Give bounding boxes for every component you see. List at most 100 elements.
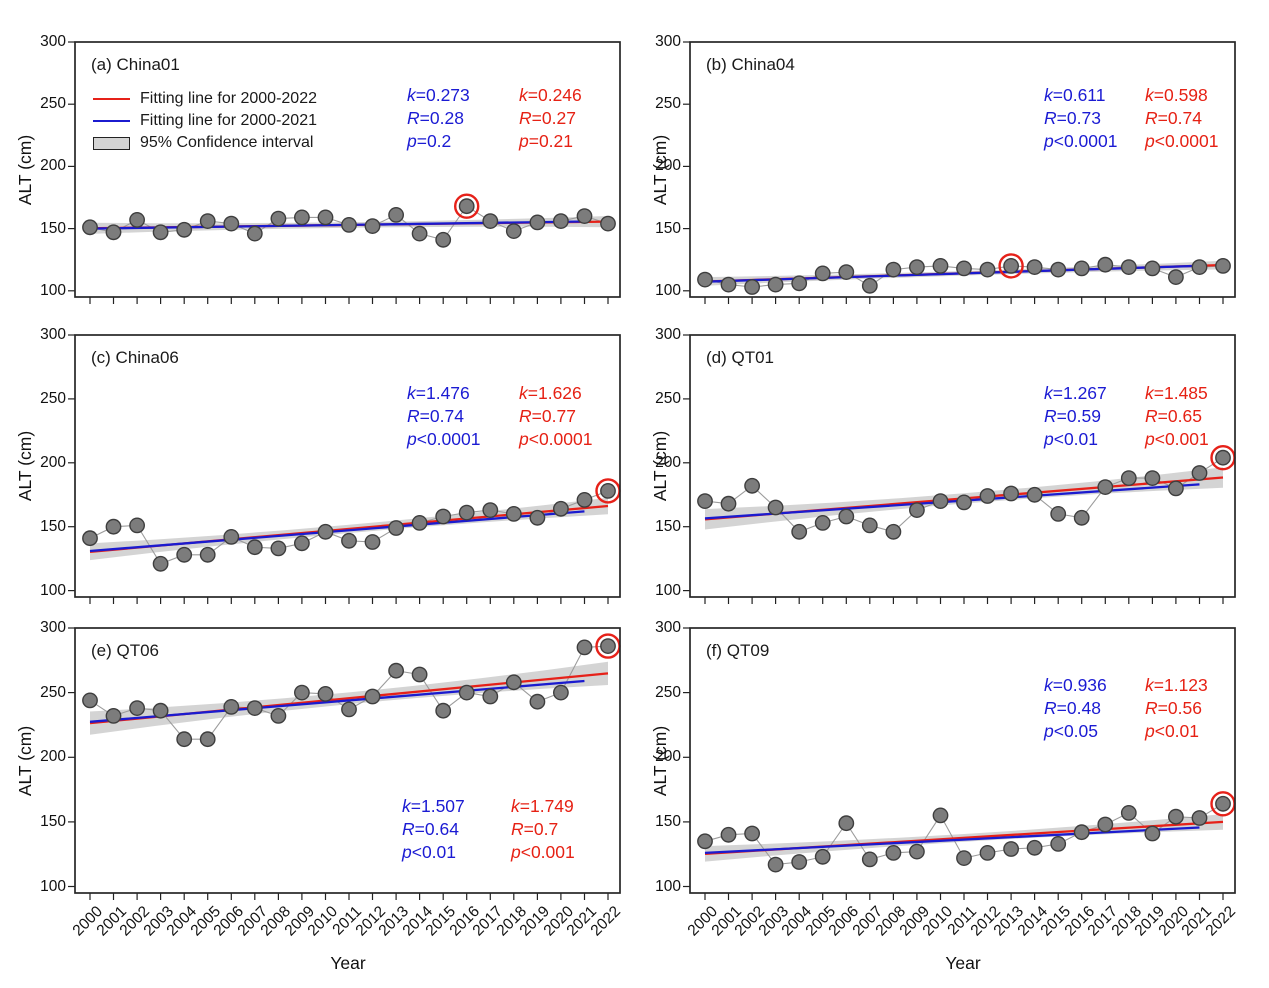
axis-ticks: [683, 627, 1224, 900]
data-point: [411, 666, 428, 683]
data-point: [529, 214, 546, 231]
data-point: [246, 539, 263, 556]
data-point: [979, 488, 996, 504]
y-tick-label: 100: [40, 282, 66, 299]
y-tick-label: 300: [40, 33, 66, 50]
data-point: [1215, 795, 1231, 812]
highlight-ring: [454, 193, 480, 219]
data-point: [1144, 260, 1161, 277]
data-point: [482, 502, 499, 519]
legend-item: Fitting line for 2000-2021: [93, 110, 317, 132]
data-point: [1050, 505, 1067, 522]
data-point: [293, 684, 310, 701]
axis-ticks: [68, 41, 609, 304]
y-tick-label: 300: [40, 326, 66, 343]
panel-b-plot: [683, 41, 1236, 304]
fit-line-2000-2021: [89, 220, 585, 230]
data-point: [176, 221, 193, 238]
data-point: [293, 209, 310, 226]
data-point: [838, 815, 855, 832]
data-point: [908, 259, 925, 276]
data-point: [270, 210, 287, 227]
panel-c: [68, 334, 621, 604]
y-tick-label: 100: [40, 582, 66, 599]
data-point: [105, 708, 122, 724]
data-point: [1003, 257, 1019, 274]
x-axis-title: Year: [330, 953, 366, 973]
panel-border: [689, 334, 1236, 598]
data-point: [885, 261, 902, 278]
legend: Fitting line for 2000-2022 Fitting line f…: [93, 88, 317, 154]
data-point: [1050, 261, 1067, 278]
fit-line-2000-2021: [89, 510, 585, 553]
y-axis-title: ALT (cm): [15, 134, 35, 206]
data-point: [1191, 259, 1208, 276]
x-axis-title: Year: [945, 953, 981, 973]
data-point: [814, 265, 831, 282]
data-point: [885, 523, 902, 540]
data-point: [482, 213, 499, 230]
y-tick-label: 250: [655, 390, 681, 407]
data-point: [600, 638, 616, 655]
stats-2000-2021: k=1.507 R=0.64 p<0.01: [402, 796, 465, 862]
data-point: [956, 494, 972, 511]
data-point: [1097, 256, 1114, 273]
panel-f-plot: [683, 627, 1236, 900]
y-tick-label: 250: [40, 684, 66, 701]
legend-line-swatch: [93, 120, 130, 122]
data-point: [82, 692, 98, 709]
data-point: [861, 851, 878, 868]
axis-ticks: [68, 334, 609, 604]
data-point: [1097, 816, 1114, 833]
data-point: [388, 520, 404, 536]
data-point: [176, 731, 193, 748]
y-axis-title: ALT (cm): [15, 725, 35, 797]
data-point: [82, 219, 98, 236]
data-point: [199, 546, 216, 563]
data-point: [1191, 810, 1208, 826]
stats-2000-2022: k=0.598 R=0.74 p<0.0001: [1145, 85, 1219, 151]
panel-b: [683, 41, 1236, 304]
data-point: [364, 534, 381, 550]
axis-ticks: [683, 41, 1224, 304]
data-point: [341, 216, 357, 233]
y-axis-title: ALT (cm): [15, 430, 35, 502]
data-point: [791, 854, 808, 870]
data-point: [529, 693, 546, 710]
y-tick-label: 300: [655, 33, 681, 50]
y-tick-label: 100: [655, 878, 681, 895]
panel-title-e: (e) QT06: [91, 641, 160, 660]
fit-line-2000-2021: [704, 826, 1200, 855]
panel-c-plot: [68, 334, 621, 604]
data-point: [317, 209, 334, 226]
data-point: [767, 856, 784, 873]
y-tick-label: 150: [655, 518, 681, 535]
legend-line-swatch: [93, 98, 130, 100]
data-point: [720, 495, 737, 512]
y-tick-label: 200: [655, 748, 681, 765]
y-tick-label: 150: [655, 813, 681, 830]
panel-border: [689, 627, 1236, 894]
legend-label: Fitting line for 2000-2021: [140, 112, 317, 129]
panel-a-plot: [68, 41, 621, 304]
data-point: [1167, 480, 1184, 497]
legend-item: 95% Confidence interval: [93, 132, 317, 154]
data-point: [720, 826, 737, 843]
data-point: [885, 844, 902, 861]
data-point: [861, 277, 878, 294]
data-point: [223, 699, 240, 715]
data-point: [1215, 257, 1231, 274]
legend-label: Fitting line for 2000-2022: [140, 90, 317, 107]
data-point: [1120, 259, 1137, 276]
panel-d: [683, 334, 1236, 604]
panel-e-plot: [68, 627, 621, 900]
data-point: [364, 218, 381, 235]
data-point: [1191, 465, 1208, 481]
panel-title-f: (f) QT09: [706, 641, 770, 660]
data-point: [814, 514, 831, 531]
data-point: [838, 264, 855, 281]
stats-2000-2022: k=1.485 R=0.65 p<0.001: [1145, 383, 1209, 449]
stats-2000-2022: k=1.123 R=0.56 p<0.01: [1145, 675, 1208, 741]
data-point: [861, 517, 878, 534]
data-point: [411, 514, 428, 531]
